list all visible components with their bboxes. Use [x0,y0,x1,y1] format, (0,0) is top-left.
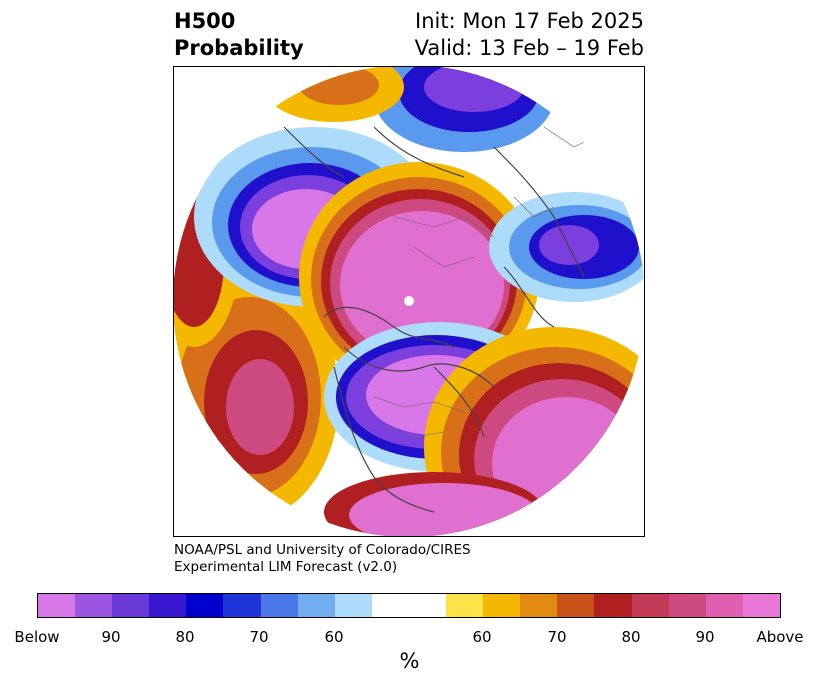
colorbar-cell [668,594,706,617]
colorbar-tick-label: 60 [324,628,344,646]
title-variable: H500 [174,9,236,33]
credit-line-1: NOAA/PSL and University of Colorado/CIRE… [174,542,471,558]
colorbar-cell [483,594,521,617]
probability-map-svg [174,67,644,536]
colorbar-cell [75,594,113,617]
coastlines [283,126,585,513]
colorbar-cell [260,594,298,617]
colorbar-tick-label: Above [756,628,804,646]
colorbar-cell [631,594,669,617]
colorbar-unit: % [399,649,420,673]
colorbar-cell [297,594,335,617]
colorbar-tick-label: 60 [472,628,492,646]
colorbar [37,593,781,618]
colorbar-tick-label: 80 [621,628,641,646]
credit-text: NOAA/PSL and University of Colorado/CIRE… [174,542,471,576]
colorbar-cell [223,594,261,617]
colorbar-cell [112,594,150,617]
colorbar-tick-label: 70 [249,628,269,646]
colorbar-tick-label: 90 [101,628,121,646]
colorbar-cell [149,594,187,617]
polar-map [173,66,645,537]
colorbar-tick-label: 70 [547,628,567,646]
chart-title: H500 Probability [174,8,304,62]
east-below-anomaly [489,192,644,302]
colorbar-cell [186,594,224,617]
colorbar-cell [594,594,632,617]
colorbar-cell [742,594,780,617]
colorbar-cell [557,594,595,617]
colorbar-cell [520,594,558,617]
colorbar-tick-label: 90 [695,628,715,646]
forecast-dates: Init: Mon 17 Feb 2025 Valid: 13 Feb – 19… [415,8,644,62]
title-quantity: Probability [174,36,304,60]
init-date: Init: Mon 17 Feb 2025 [415,9,644,33]
colorbar-cell [371,594,409,617]
credit-line-2: Experimental LIM Forecast (v2.0) [174,559,398,575]
colorbar-cell [446,594,484,617]
colorbar-cell [38,594,76,617]
colorbar-tick-label: Below [14,628,60,646]
valid-range: Valid: 13 Feb – 19 Feb [414,36,644,60]
colorbar-cell [408,594,447,617]
colorbar-cell [705,594,743,617]
colorbar-cell [334,594,372,617]
colorbar-tick-label: 80 [175,628,195,646]
